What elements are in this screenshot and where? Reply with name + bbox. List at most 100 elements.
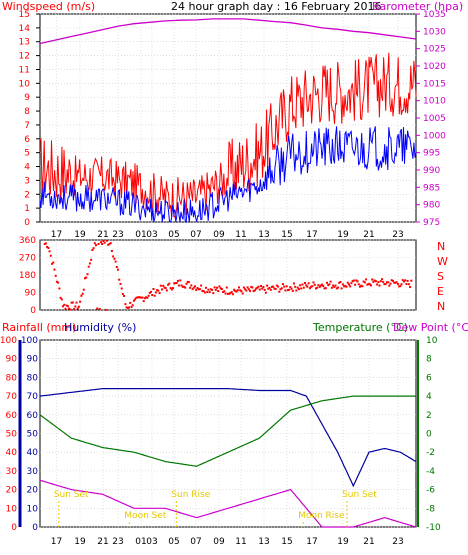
axis-ticks: 0123456789101112131415975980985990995100…	[0, 10, 446, 547]
rain-ytick-6: 60	[6, 411, 18, 421]
rain-ytick-3: 30	[6, 467, 18, 477]
direction-point	[282, 283, 284, 286]
climate-xtick-7: 07	[190, 537, 201, 547]
direction-point	[212, 292, 215, 295]
direction-point	[293, 282, 295, 285]
wind-xtick-8: 09	[213, 230, 225, 240]
climate-xtick-10: 13	[258, 537, 269, 547]
rain-ytick-9: 90	[6, 355, 18, 365]
wind-ytick-12: 12	[19, 52, 30, 62]
barometer-line	[39, 18, 417, 45]
direction-point	[321, 283, 324, 286]
rain-ytick-7: 70	[6, 392, 18, 402]
direction-point	[315, 287, 317, 290]
temp-ytick-3: -4	[426, 467, 435, 477]
direction-point	[355, 279, 358, 282]
direction-point	[130, 306, 133, 308]
direction-point	[322, 285, 325, 287]
direction-point	[152, 288, 155, 290]
direction-point	[316, 286, 319, 289]
direction-point	[392, 279, 394, 282]
direction-point	[95, 244, 97, 247]
temp-ytick-8: 6	[426, 373, 432, 383]
climate-xtick-13: 19	[337, 537, 349, 547]
direction-point	[306, 285, 309, 288]
direction-point	[305, 284, 308, 287]
direction-point	[354, 283, 357, 286]
direction-point	[371, 278, 374, 281]
direction-point	[231, 293, 234, 296]
direction-point	[360, 284, 363, 287]
direction-point	[329, 280, 332, 283]
temp-ytick-10: 10	[426, 336, 438, 346]
direction-point	[141, 296, 144, 299]
direction-point	[97, 243, 100, 245]
annotation-moon-rise: Moon Rise	[298, 511, 345, 521]
climate-xtick-12: 17	[306, 537, 317, 547]
dir-ytick-4: 360	[19, 236, 36, 246]
direction-point	[229, 292, 232, 294]
compass-s: S	[437, 270, 444, 283]
direction-point	[58, 287, 61, 290]
direction-point	[379, 280, 382, 283]
direction-point	[209, 288, 212, 291]
direction-point	[351, 280, 354, 283]
direction-point	[77, 305, 80, 308]
direction-point	[376, 283, 379, 286]
annotation-sun-set: Sun Set	[54, 490, 89, 500]
direction-point	[90, 258, 93, 261]
direction-point	[327, 284, 330, 287]
wind-ytick-9: 9	[24, 93, 30, 103]
hum-ytick-5: 50	[27, 430, 39, 440]
direction-point	[278, 290, 281, 293]
direction-point	[140, 296, 143, 299]
wind-ytick-10: 10	[19, 79, 31, 89]
direction-point	[381, 278, 383, 281]
direction-point	[240, 290, 243, 293]
direction-point	[307, 282, 310, 285]
direction-point	[319, 284, 322, 287]
direction-point	[404, 279, 407, 282]
rain-ytick-0: 0	[11, 523, 17, 533]
direction-point	[313, 283, 316, 286]
wind-xtick-14: 21	[363, 230, 374, 240]
direction-point	[214, 288, 217, 291]
wind-ytick-4: 4	[24, 163, 30, 173]
direction-point	[183, 285, 185, 288]
direction-point	[249, 289, 251, 292]
direction-point	[62, 305, 64, 308]
direction-point	[410, 279, 413, 282]
direction-point	[159, 284, 162, 287]
baro-ytick-10: 1025	[423, 45, 446, 55]
direction-point	[268, 286, 271, 289]
direction-point	[44, 242, 47, 245]
direction-point	[168, 282, 171, 285]
temp-ytick-2: -6	[426, 486, 435, 496]
direction-point	[324, 287, 327, 290]
dir-ytick-2: 180	[19, 271, 36, 281]
climate-xtick-14: 21	[363, 537, 374, 547]
rain-ytick-8: 80	[6, 373, 18, 383]
direction-point	[401, 279, 404, 282]
direction-point	[396, 283, 399, 285]
direction-point	[145, 296, 148, 299]
climate-xtick-3: 23	[112, 537, 123, 547]
rain-ytick-10: 100	[0, 336, 17, 346]
direction-point	[242, 286, 245, 289]
direction-point	[93, 242, 96, 245]
direction-point	[201, 289, 204, 292]
direction-point	[142, 300, 145, 303]
direction-point	[334, 284, 337, 287]
direction-point	[154, 291, 157, 294]
direction-point	[238, 286, 240, 289]
direction-point	[173, 282, 176, 285]
barometer-label: Barometer (hpa)	[372, 0, 463, 13]
direction-point	[99, 241, 102, 244]
temp-ytick-7: 4	[426, 392, 432, 402]
direction-point	[284, 289, 287, 292]
direction-point	[63, 303, 66, 306]
direction-point	[390, 279, 393, 282]
direction-point	[367, 283, 370, 285]
direction-point	[139, 296, 141, 299]
direction-point	[333, 285, 336, 288]
